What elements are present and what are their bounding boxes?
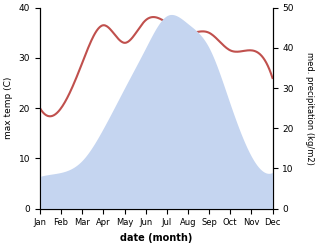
Y-axis label: med. precipitation (kg/m2): med. precipitation (kg/m2) [305,52,314,165]
Y-axis label: max temp (C): max temp (C) [4,77,13,139]
X-axis label: date (month): date (month) [120,233,192,243]
